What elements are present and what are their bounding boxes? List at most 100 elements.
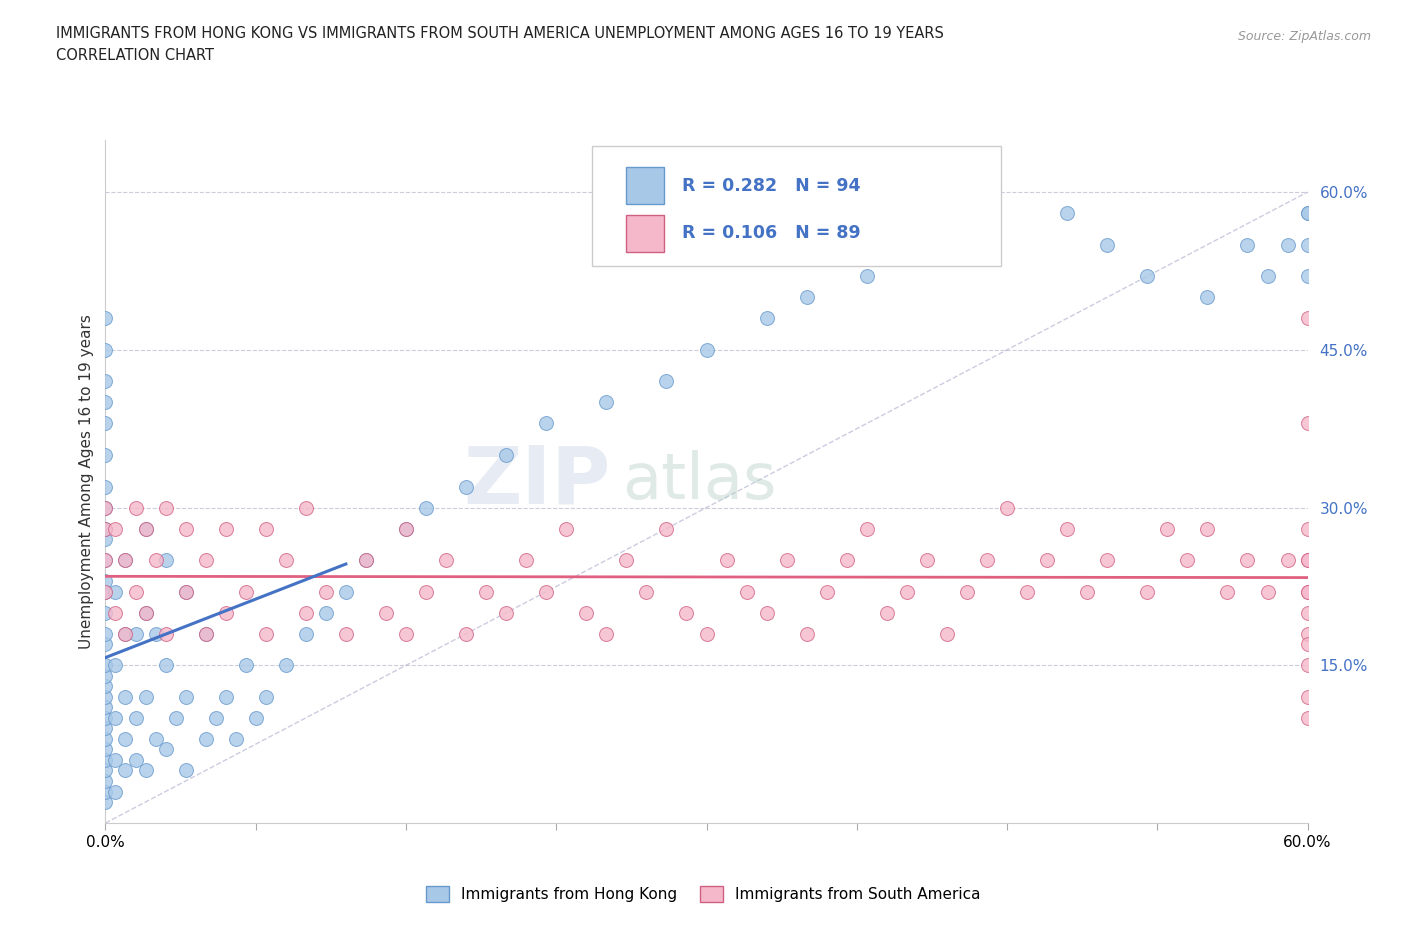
Point	[395, 521, 418, 536]
Bar	[626, 215, 665, 252]
Point	[976, 216, 998, 231]
Point	[1296, 637, 1319, 652]
Point	[855, 521, 877, 536]
Point	[94, 679, 117, 694]
Point	[616, 552, 638, 567]
Point	[1296, 626, 1319, 641]
Point	[174, 689, 197, 704]
Point	[1177, 552, 1199, 567]
Point	[1296, 311, 1319, 325]
Point	[1257, 269, 1279, 284]
Text: R = 0.106   N = 89: R = 0.106 N = 89	[682, 224, 860, 243]
Point	[1296, 605, 1319, 620]
Point	[114, 552, 136, 567]
Point	[655, 374, 678, 389]
Point	[434, 552, 457, 567]
Point	[225, 732, 247, 747]
Legend: Immigrants from Hong Kong, Immigrants from South America: Immigrants from Hong Kong, Immigrants fr…	[419, 880, 987, 909]
Point	[94, 311, 117, 325]
Point	[235, 658, 257, 672]
Point	[876, 605, 898, 620]
Point	[155, 626, 177, 641]
Point	[415, 500, 437, 515]
Point	[1277, 552, 1299, 567]
Point	[94, 447, 117, 462]
Point	[94, 584, 117, 599]
Point	[124, 752, 146, 767]
Point	[1296, 206, 1319, 220]
Point	[94, 521, 117, 536]
Point	[145, 732, 167, 747]
Point	[104, 752, 127, 767]
Point	[94, 479, 117, 494]
Point	[94, 416, 117, 431]
Point	[1156, 521, 1178, 536]
Point	[174, 584, 197, 599]
Point	[1296, 237, 1319, 252]
Point	[534, 584, 557, 599]
Point	[354, 552, 377, 567]
Point	[194, 552, 217, 567]
Point	[254, 521, 277, 536]
Point	[104, 521, 127, 536]
Point	[1197, 290, 1219, 305]
Point	[1296, 269, 1319, 284]
Point	[595, 626, 617, 641]
Point	[335, 584, 357, 599]
Point	[915, 552, 938, 567]
Point	[636, 584, 658, 599]
Point	[174, 521, 197, 536]
Point	[145, 552, 167, 567]
Text: ZIP: ZIP	[463, 443, 610, 520]
Point	[165, 711, 187, 725]
Point	[94, 658, 117, 672]
Point	[104, 605, 127, 620]
Point	[1236, 552, 1258, 567]
Point	[1277, 237, 1299, 252]
Point	[696, 342, 718, 357]
Point	[204, 711, 226, 725]
Point	[1296, 206, 1319, 220]
Point	[1136, 269, 1159, 284]
Point	[104, 658, 127, 672]
Point	[155, 552, 177, 567]
Point	[295, 605, 318, 620]
Point	[94, 626, 117, 641]
Point	[94, 669, 117, 684]
Point	[295, 626, 318, 641]
Point	[114, 763, 136, 777]
Point	[716, 552, 738, 567]
Point	[575, 605, 598, 620]
Point	[1296, 521, 1319, 536]
Point	[94, 584, 117, 599]
Point	[755, 605, 778, 620]
Point	[1136, 584, 1159, 599]
Point	[855, 269, 877, 284]
Point	[735, 584, 758, 599]
Point	[335, 626, 357, 641]
Point	[295, 500, 318, 515]
Point	[94, 532, 117, 547]
Bar	[626, 166, 665, 205]
Point	[696, 626, 718, 641]
Point	[94, 711, 117, 725]
Point	[124, 711, 146, 725]
Point	[145, 626, 167, 641]
Point	[174, 584, 197, 599]
Point	[114, 626, 136, 641]
Point	[755, 311, 778, 325]
Point	[94, 742, 117, 757]
Point	[815, 584, 838, 599]
Point	[94, 774, 117, 789]
Point	[94, 732, 117, 747]
Point	[1296, 689, 1319, 704]
Point	[94, 500, 117, 515]
Point	[94, 521, 117, 536]
Point	[534, 416, 557, 431]
Point	[155, 500, 177, 515]
Point	[114, 552, 136, 567]
Point	[254, 626, 277, 641]
Point	[104, 584, 127, 599]
Point	[135, 605, 157, 620]
Point	[94, 784, 117, 799]
